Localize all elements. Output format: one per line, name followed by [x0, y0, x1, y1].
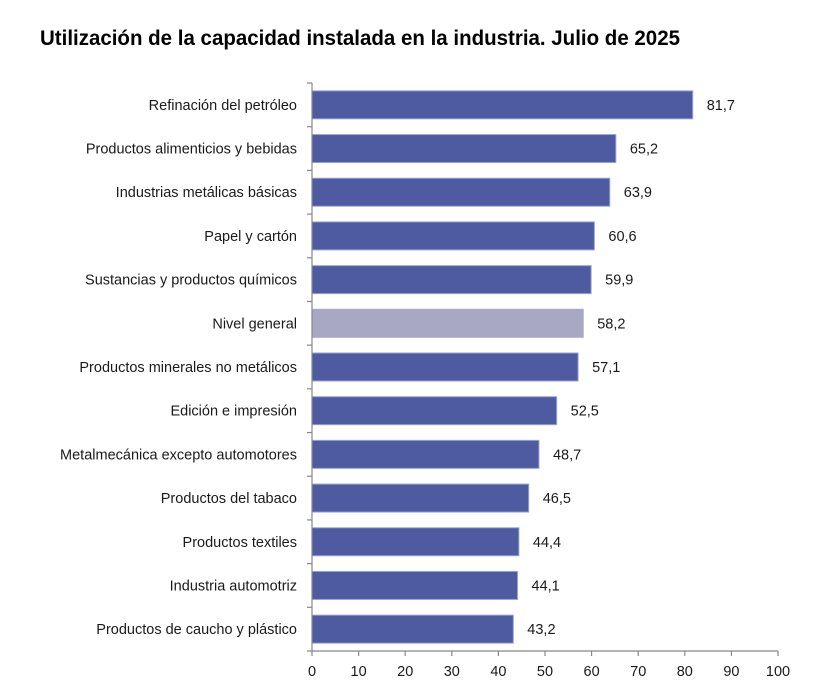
x-tick-label: 40: [490, 664, 506, 680]
category-label: Industrias metálicas básicas: [116, 185, 297, 201]
bar: [311, 439, 540, 469]
bar: [311, 265, 592, 295]
data-label: 52,5: [571, 404, 599, 420]
category-label: Papel y cartón: [204, 229, 297, 245]
category-label: Nivel general: [212, 316, 297, 332]
bar: [311, 352, 579, 382]
category-label: Productos minerales no metálicos: [79, 360, 297, 376]
bar: [311, 527, 520, 557]
x-tick-label: 0: [308, 664, 316, 680]
chart-title: Utilización de la capacidad instalada en…: [40, 27, 680, 50]
category-label: Industria automotriz: [170, 578, 297, 594]
data-label: 81,7: [707, 98, 735, 114]
data-label: 43,2: [527, 622, 555, 638]
bar: [311, 308, 584, 338]
x-tick-label: 30: [444, 664, 460, 680]
x-tick-label: 100: [766, 664, 790, 680]
data-label: 48,7: [553, 447, 581, 463]
category-label: Productos del tabaco: [161, 491, 297, 507]
data-label: 57,1: [592, 360, 620, 376]
bar: [311, 614, 514, 644]
bar: [311, 177, 611, 207]
data-label: 58,2: [597, 316, 625, 332]
bar: [311, 396, 558, 426]
bar: [311, 221, 595, 251]
x-tick-label: 50: [537, 664, 553, 680]
data-label: 59,9: [605, 273, 633, 289]
x-tick-label: 70: [630, 664, 646, 680]
category-label: Refinación del petróleo: [149, 98, 297, 114]
bar: [311, 134, 617, 164]
category-label: Metalmecánica excepto automotores: [60, 447, 297, 463]
data-label: 65,2: [630, 142, 658, 158]
x-tick-label: 10: [351, 664, 367, 680]
data-label: 46,5: [543, 491, 571, 507]
category-label: Edición e impresión: [170, 404, 297, 420]
data-label: 63,9: [624, 185, 652, 201]
x-tick-label: 20: [397, 664, 413, 680]
bar: [311, 570, 519, 600]
bar: [311, 90, 694, 120]
category-label: Sustancias y productos químicos: [85, 273, 297, 289]
data-label: 44,4: [533, 535, 561, 551]
bar: [311, 483, 530, 513]
data-label: 44,1: [532, 578, 560, 594]
x-tick-label: 80: [677, 664, 693, 680]
x-tick-label: 60: [584, 664, 600, 680]
category-label: Productos alimenticios y bebidas: [86, 142, 297, 158]
data-label: 60,6: [608, 229, 636, 245]
category-label: Productos de caucho y plástico: [96, 622, 297, 638]
x-tick-label: 90: [723, 664, 739, 680]
category-label: Productos textiles: [183, 535, 297, 551]
